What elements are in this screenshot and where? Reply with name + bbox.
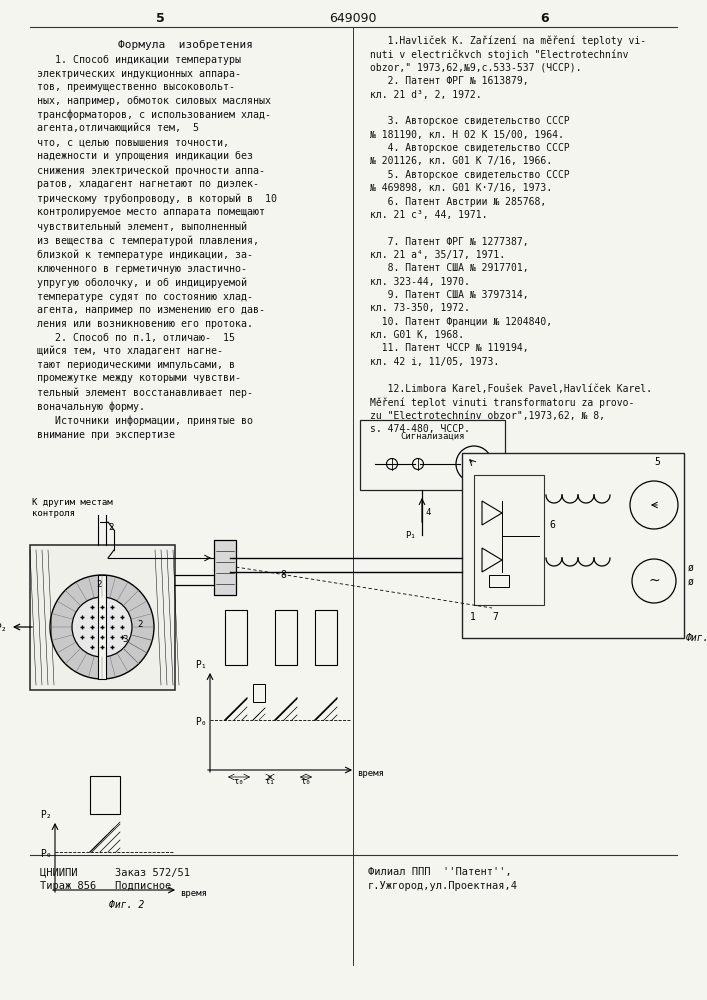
Text: 1.Havliček K. Zařízení na měření teploty vi-
nuti v electričkvch stojich "Electr: 1.Havliček K. Zařízení na měření teploty…: [370, 35, 652, 434]
Circle shape: [412, 458, 423, 470]
Bar: [315, 610, 337, 665]
Text: P₁: P₁: [404, 531, 416, 540]
Text: ЦНИИПИ      Заказ 572/51
Тираж 856   Подписное: ЦНИИПИ Заказ 572/51 Тираж 856 Подписное: [40, 867, 190, 891]
Bar: [225, 610, 247, 665]
Text: τ₁: τ₁: [264, 777, 275, 786]
Circle shape: [632, 559, 676, 603]
Text: P₁: P₁: [195, 660, 207, 670]
Text: P₀: P₀: [195, 717, 207, 727]
Bar: [98, 575, 106, 679]
Text: Формула  изобретения: Формула изобретения: [117, 40, 252, 50]
Bar: [474, 475, 544, 605]
Bar: [275, 610, 297, 665]
Bar: [30, 545, 175, 690]
Text: Сигнализация: Сигнализация: [400, 432, 464, 441]
Text: Филиал ППП  ''Патент'',
г.Ужгород,ул.Проектная,4: Филиал ППП ''Патент'', г.Ужгород,ул.Прое…: [368, 867, 518, 891]
Text: P₂: P₂: [40, 810, 52, 820]
Text: 6: 6: [549, 520, 555, 530]
Text: 6: 6: [541, 11, 549, 24]
Text: 2: 2: [137, 620, 142, 629]
Circle shape: [630, 481, 678, 529]
Text: ~: ~: [648, 574, 660, 588]
Circle shape: [387, 458, 397, 470]
Circle shape: [456, 446, 492, 482]
Bar: [360, 420, 505, 490]
Bar: [90, 776, 120, 814]
Text: τ₀: τ₀: [300, 777, 311, 786]
Text: 5: 5: [654, 457, 660, 467]
Text: контроля: контроля: [32, 509, 75, 518]
Text: К другим местам: К другим местам: [32, 498, 112, 507]
Text: ø: ø: [688, 577, 694, 587]
Bar: [462, 453, 684, 638]
Text: время: время: [357, 768, 384, 778]
Text: 649090: 649090: [329, 11, 377, 24]
Text: P₂: P₂: [0, 623, 7, 633]
Bar: [214, 540, 236, 595]
Text: время: время: [180, 888, 207, 898]
Text: 8: 8: [280, 570, 286, 580]
Text: Фиг. 2: Фиг. 2: [110, 900, 145, 910]
Text: 1. Способ индикации температуры
электрических индукционных аппара-
тов, преимуще: 1. Способ индикации температуры электрич…: [37, 55, 277, 440]
Text: 7: 7: [492, 612, 498, 622]
Text: 3: 3: [122, 635, 127, 644]
Bar: [253, 684, 265, 702]
Text: ø: ø: [688, 563, 694, 573]
Bar: [489, 575, 509, 587]
Text: 1: 1: [470, 612, 476, 622]
Text: 5: 5: [156, 11, 164, 24]
Text: Фиг.1: Фиг.1: [686, 633, 707, 643]
Text: τ₀: τ₀: [233, 777, 245, 786]
Circle shape: [72, 597, 132, 657]
Text: 4: 4: [426, 508, 431, 517]
Text: P₀: P₀: [40, 849, 52, 859]
Text: 2: 2: [96, 580, 102, 589]
Circle shape: [50, 575, 154, 679]
Text: 2: 2: [108, 523, 113, 532]
